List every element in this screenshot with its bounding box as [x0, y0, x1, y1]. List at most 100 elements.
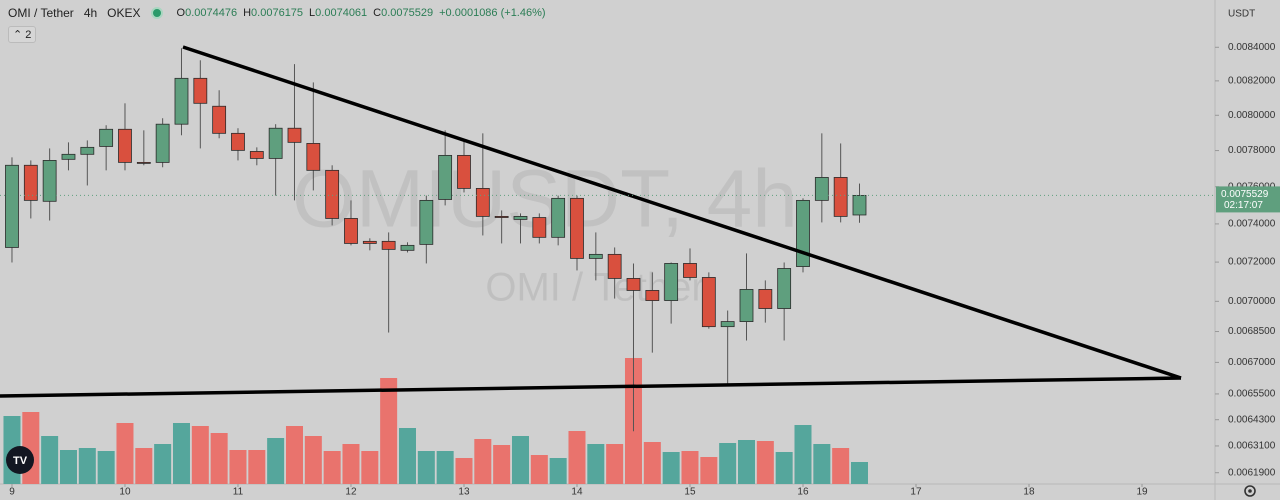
candle-body [739, 289, 754, 322]
y-tick-label: 0.0068500 [1228, 326, 1276, 337]
x-tick-label: 16 [797, 487, 809, 498]
volume-bar [59, 450, 77, 484]
y-tick-label: 0.0064300 [1228, 414, 1276, 425]
symbol: OMI / Tether [8, 6, 74, 20]
volume-bar [756, 441, 774, 484]
change: +0.0001086 (+1.46%) [439, 7, 546, 19]
volume-bar [248, 450, 266, 484]
volume-bar [436, 451, 454, 484]
x-tick-label: 11 [233, 487, 244, 498]
x-tick-label: 10 [119, 487, 131, 498]
volume-bar [267, 438, 285, 484]
candle-body [532, 217, 547, 238]
candle-body [570, 197, 584, 259]
status-dot [150, 7, 163, 19]
y-tick-label: 0.0072000 [1228, 257, 1276, 268]
volume-bar [116, 423, 134, 484]
volume-bar [210, 433, 228, 484]
candle-body [419, 199, 434, 245]
ohlc-key: C [373, 7, 382, 19]
ohlc-key: H [243, 7, 252, 19]
volume-bar [135, 448, 153, 484]
candle-body [381, 240, 396, 250]
trendline [0, 376, 1182, 398]
volume-bar [285, 426, 303, 484]
candle-body [664, 263, 679, 301]
y-tick-label: 0.0080000 [1228, 110, 1276, 121]
interval[interactable]: 4h [83, 6, 98, 20]
candle-body [118, 128, 132, 163]
x-tick-label: 14 [571, 487, 583, 498]
volume-layer [3, 358, 868, 484]
volume-bar [304, 436, 322, 484]
volume-bar [643, 442, 661, 484]
header: OMI / Tether 4h OKEX O 0.0074476 H 0.00761… [8, 6, 552, 20]
candle-body [607, 253, 622, 279]
candle-body [438, 154, 453, 200]
candle-body [23, 164, 38, 201]
candle-body [588, 253, 603, 259]
volume-bar [398, 428, 416, 484]
y-tick-label: 0.0084000 [1228, 42, 1276, 53]
volume-bar [737, 440, 755, 484]
y-tick-label: 0.0074000 [1228, 219, 1276, 230]
candle-body [626, 278, 641, 291]
candle-body [61, 153, 76, 160]
volume-bar [549, 458, 567, 484]
x-tick-label: 13 [458, 487, 470, 498]
volume-bar [530, 455, 548, 484]
volume-bar [850, 462, 868, 484]
y-tick-label: 0.0082000 [1228, 76, 1276, 87]
volume-bar [78, 448, 96, 484]
candle-body [136, 161, 151, 164]
candle-body [42, 160, 57, 202]
y-unit: USDT [1228, 9, 1255, 20]
candle-body [494, 216, 509, 218]
ohlc-value: 0.0075529 [381, 7, 434, 19]
candle-body [758, 289, 773, 309]
last-price-tag [1216, 186, 1280, 213]
volume-bar [41, 436, 59, 484]
x-tick-label: 9 [9, 487, 15, 498]
volume-bar [172, 423, 190, 484]
candle-body [457, 154, 471, 189]
candle-body [551, 197, 566, 238]
candle-body [683, 263, 697, 278]
candle-body [475, 188, 490, 217]
settings-icon[interactable] [1244, 485, 1256, 497]
indicator-toggle[interactable]: ⌃ 2 [8, 26, 37, 43]
candle-body [720, 321, 735, 328]
volume-bar [832, 448, 850, 484]
ohlc-key: L [309, 7, 316, 19]
volume-bar [568, 431, 586, 484]
candle-body [155, 123, 170, 163]
volume-bar [606, 444, 624, 484]
candle-body [212, 105, 227, 134]
candle-body [5, 164, 19, 248]
last-price-label: 0.0075529 [1221, 189, 1269, 200]
candle-body [645, 290, 660, 301]
y-tick-label: 0.0063100 [1228, 441, 1276, 452]
svg-text:TV: TV [13, 455, 28, 467]
volume-bar [775, 452, 793, 484]
candle-body [99, 128, 114, 147]
candle-body [400, 244, 415, 251]
candle-body [268, 127, 283, 159]
candle-body [231, 132, 245, 151]
x-tick-label: 12 [345, 487, 357, 498]
candle-body [513, 216, 528, 220]
candle-body [174, 77, 189, 125]
y-tick-label: 0.0065500 [1228, 389, 1276, 400]
candle-body [325, 169, 340, 219]
ohlc-value: 0.0074061 [315, 7, 368, 19]
volume-bar [511, 436, 529, 484]
y-tick-label: 0.0067000 [1228, 357, 1276, 368]
ohlc-value: 0.0074476 [185, 7, 238, 19]
exchange: OKEX [107, 6, 141, 20]
candle-body [193, 77, 208, 104]
volume-bar [493, 445, 511, 484]
candle-body [287, 127, 302, 143]
candle-body [362, 240, 377, 244]
volume-bar [97, 451, 115, 484]
